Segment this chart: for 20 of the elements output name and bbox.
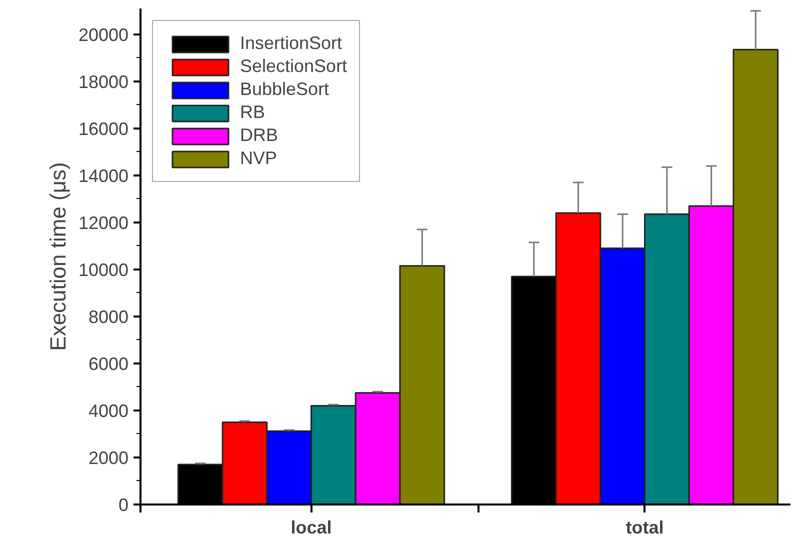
legend-label: DRB [240,125,278,146]
y-tick-label: 14000 [78,166,129,186]
legend-label: InsertionSort [240,33,342,54]
legend-label: SelectionSort [240,56,348,77]
legend-label: NVP [240,148,278,169]
legend-label: RB [240,102,266,123]
x-tick-label: local [290,518,332,538]
y-tick-label: 20000 [78,24,129,45]
legend-label: BubbleSort [240,79,330,100]
x-tick-label: total [626,518,664,538]
y-tick-label: 12000 [78,212,129,233]
y-tick-label: 8000 [88,306,129,327]
y-tick-label: 0 [118,495,129,515]
y-tick-label: 10000 [78,260,129,280]
y-axis-title: Execution time (μs) [45,162,70,351]
y-tick-label: 4000 [88,400,129,421]
y-tick-label: 18000 [78,72,129,92]
y-tick-label: 16000 [78,118,129,139]
y-tick-label: 2000 [88,448,129,468]
y-tick-label: 6000 [88,354,129,374]
